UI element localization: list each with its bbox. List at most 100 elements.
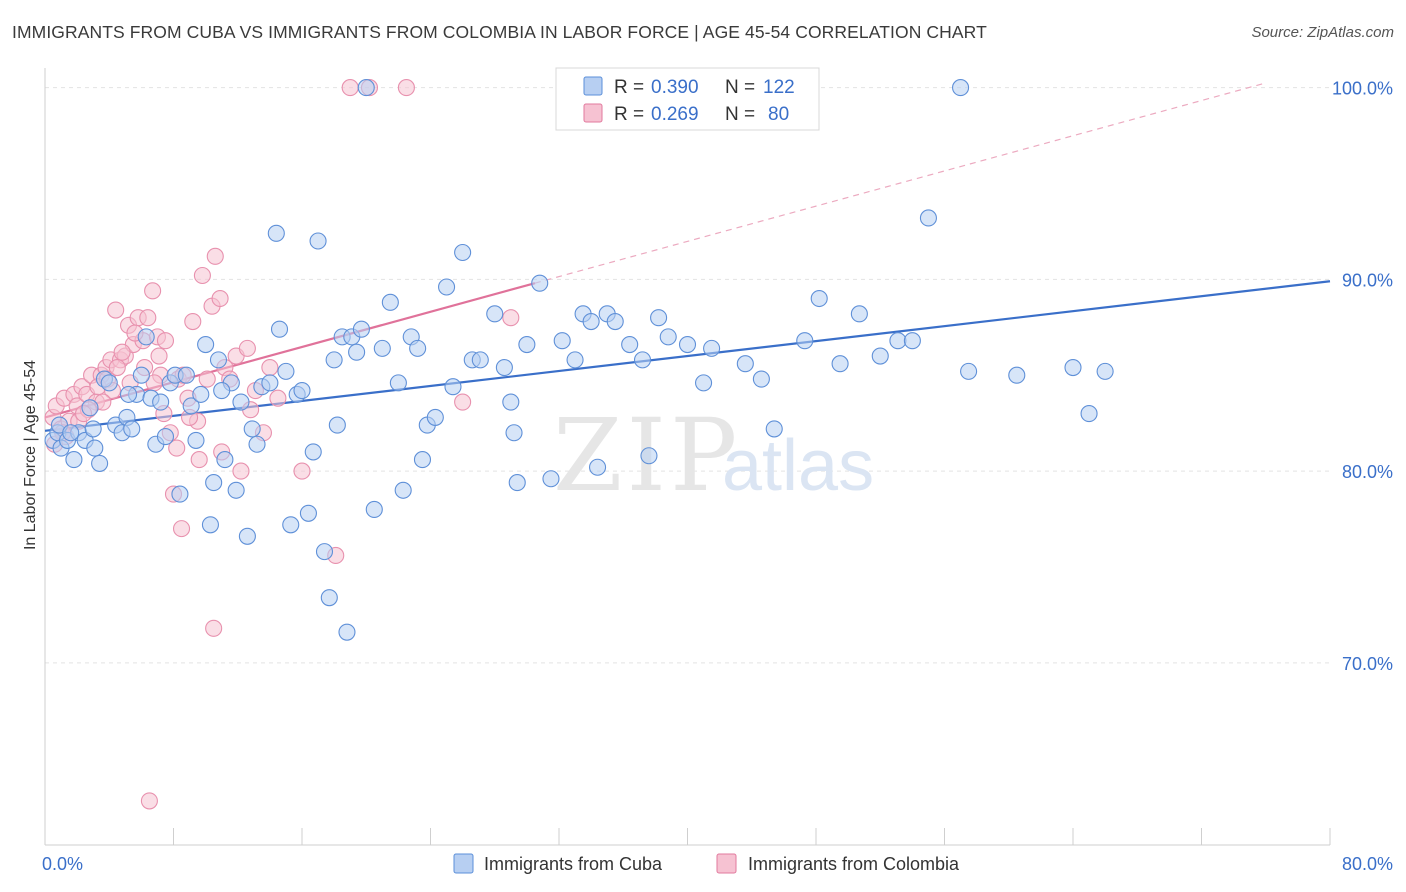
cuba-point [796,332,814,350]
cuba-point [871,347,889,365]
colombia-point [502,309,520,327]
cuba-point [960,362,978,380]
bottom-legend-cuba: Immigrants from Cuba [484,854,663,874]
cuba-point [62,424,80,442]
cuba-point [348,343,366,361]
cuba-point [1008,366,1026,384]
y-tick-labels: 100.0% 90.0% 80.0% 70.0% [1332,79,1393,674]
cuba-point [232,393,250,411]
cuba-point [282,516,300,534]
colombia-point [205,619,223,637]
legend-n-label-cuba: N = [725,77,755,98]
colombia-point [198,370,216,388]
cuba-point [119,385,138,403]
cuba-point [352,320,370,338]
cuba-point [542,470,560,488]
cuba-point [444,378,462,396]
cuba-point [588,458,607,476]
colombia-point [454,393,472,411]
series-legend: Immigrants from Cuba Immigrants from Col… [453,853,960,874]
cuba-point [299,504,317,522]
cuba-point [508,474,526,492]
cuba-point [633,351,652,369]
colombia-point [139,309,157,327]
cuba-point [216,451,234,469]
legend-r-value-cuba: 0.390 [651,77,699,98]
cuba-point [315,543,334,561]
cuba-point [413,451,432,469]
cuba-point [381,293,399,311]
cuba-point [695,374,713,392]
x-tick-labels: 0.0% 80.0% [42,854,1393,874]
source-label: Source: ZipAtlas.com [1251,24,1394,41]
bottom-legend-colombia: Immigrants from Colombia [748,854,960,874]
cuba-point [197,335,215,354]
cuba-point [531,274,549,292]
cuba-point [810,289,828,308]
colombia-point [238,339,256,357]
gridlines [45,87,1330,664]
cuba-point [486,305,504,323]
colombia-point [193,266,211,285]
cuba-point [261,374,279,392]
colombia-point [184,312,202,331]
y-tick-label: 90.0% [1342,270,1393,290]
cuba-point [248,435,266,453]
cuba-point [152,393,170,411]
legend-r-label-cuba: R = [614,77,644,98]
colombia-point [144,282,162,300]
chart-title: IMMIGRANTS FROM CUBA VS IMMIGRANTS FROM … [12,22,987,42]
colombia-point [172,520,191,538]
colombia-point [293,462,311,480]
cuba-point [267,224,285,242]
cuba-point [850,305,868,323]
cuba-point [505,424,523,442]
cuba-point [137,328,155,346]
cuba-point [205,474,223,492]
cuba-point [1096,362,1114,380]
y-tick-label: 100.0% [1332,79,1393,99]
legend-r-value-colombia: 0.269 [651,104,699,125]
cuba-point [270,320,289,338]
cuba-point [84,420,102,438]
cuba-point [277,362,295,380]
y-tick-label: 80.0% [1342,462,1393,482]
colombia-point [397,79,415,97]
cuba-point [703,339,721,357]
legend-r-label-colombia: R = [614,104,644,125]
cuba-point [182,397,200,415]
cuba-point [81,399,99,417]
cuba-point [65,451,83,469]
cuba-point [365,500,383,518]
cuba-point [243,420,261,438]
colombia-point [140,792,158,810]
cuba-point [454,243,472,262]
cuba-point [566,351,584,369]
cuba-point [678,335,697,354]
cuba-point [328,416,346,434]
cuba-point [209,351,228,369]
cuba-point [409,339,427,357]
cuba-point [659,328,677,346]
colombia-point [168,439,186,457]
bottom-legend-swatch-colombia [716,853,737,874]
cuba-point [171,485,189,503]
cuba-point [320,589,338,607]
x-tick-label: 80.0% [1342,854,1393,874]
cuba-point [187,431,205,449]
cuba-point [736,355,754,373]
legend-n-value-colombia: 80 [768,104,789,125]
cuba-point [201,516,219,534]
colombia-point [211,289,229,308]
cuba-point [495,358,513,377]
cuba-point [438,278,456,296]
cuba-point [553,332,571,350]
cuba-point [650,309,668,327]
cuba-point [177,366,195,384]
colombia-point [190,451,208,469]
colombia-point [341,79,359,97]
cuba-point [952,79,970,97]
cuba-point [518,335,536,354]
colombia-points [44,79,520,810]
y-tick-label: 70.0% [1342,654,1393,674]
